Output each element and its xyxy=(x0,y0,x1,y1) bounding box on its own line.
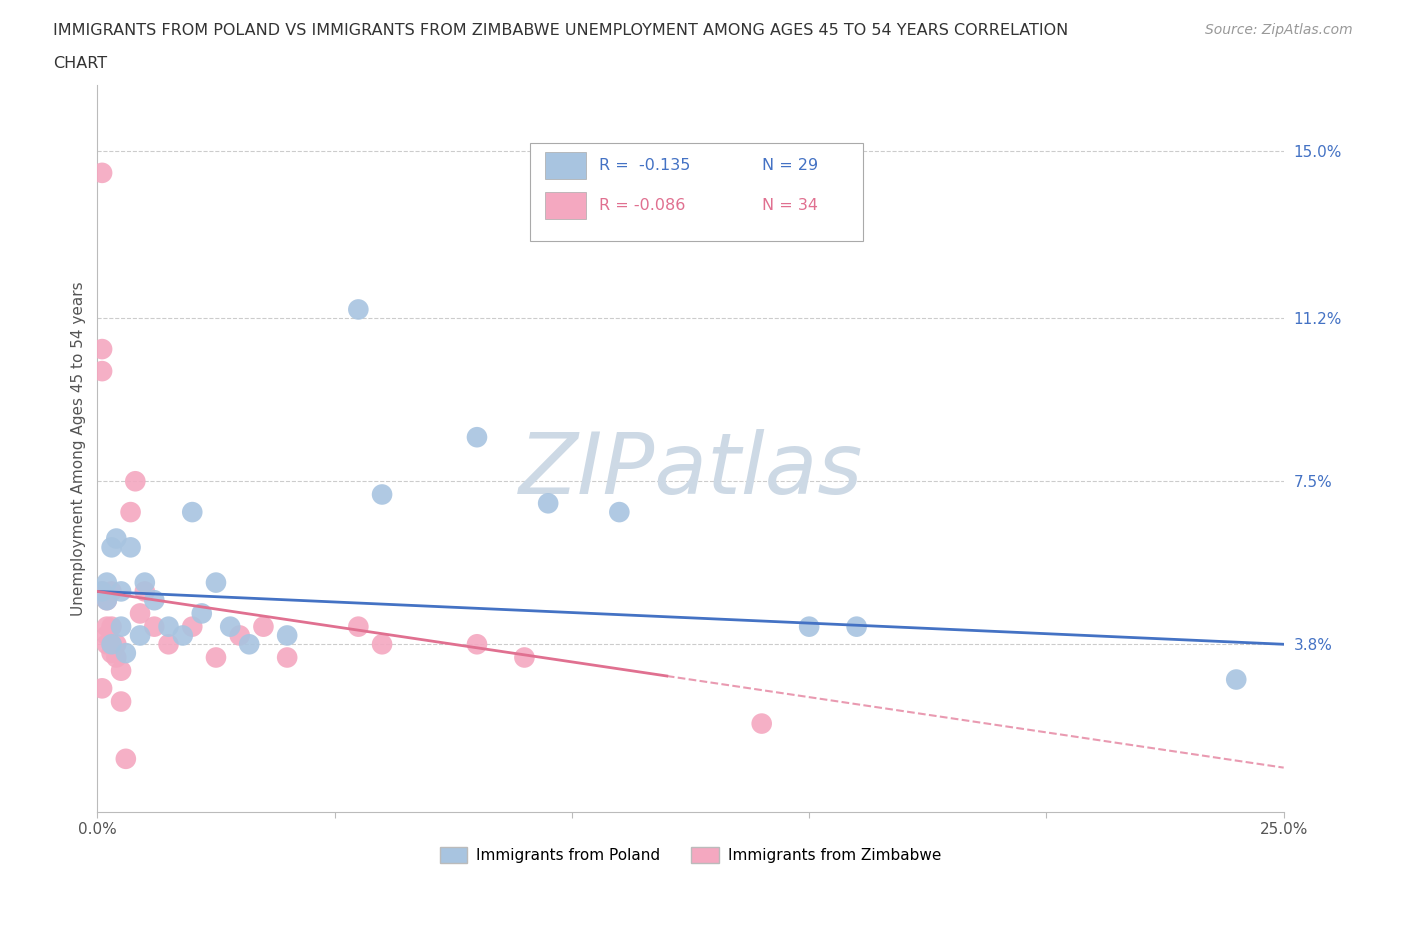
Point xyxy=(91,681,114,696)
Point xyxy=(238,637,260,652)
Point xyxy=(96,619,118,634)
Point xyxy=(91,584,114,599)
Point xyxy=(96,637,118,652)
Point xyxy=(91,341,114,356)
Point xyxy=(96,575,118,590)
Point xyxy=(143,619,166,634)
Text: R = -0.086: R = -0.086 xyxy=(599,198,686,213)
Point xyxy=(110,584,132,599)
Bar xyxy=(544,192,586,219)
Point xyxy=(100,584,122,599)
Text: N = 29: N = 29 xyxy=(762,158,818,173)
Point xyxy=(537,496,560,511)
Point xyxy=(219,619,242,634)
Text: N = 34: N = 34 xyxy=(762,198,818,213)
Point xyxy=(124,473,146,488)
Point xyxy=(607,505,630,520)
Point xyxy=(205,575,228,590)
Point xyxy=(105,637,128,652)
Point xyxy=(100,540,122,555)
Point xyxy=(120,540,142,555)
Point xyxy=(114,645,136,660)
Point xyxy=(110,619,132,634)
Text: IMMIGRANTS FROM POLAND VS IMMIGRANTS FROM ZIMBABWE UNEMPLOYMENT AMONG AGES 45 TO: IMMIGRANTS FROM POLAND VS IMMIGRANTS FRO… xyxy=(53,23,1069,38)
Point xyxy=(143,592,166,607)
Point xyxy=(120,505,142,520)
Point xyxy=(347,302,370,317)
Point xyxy=(465,430,488,445)
Point xyxy=(134,575,156,590)
Point xyxy=(91,584,114,599)
Text: R =  -0.135: R = -0.135 xyxy=(599,158,690,173)
Point xyxy=(172,628,194,643)
Point xyxy=(100,645,122,660)
Point xyxy=(228,628,250,643)
Point xyxy=(181,505,204,520)
Point xyxy=(845,619,868,634)
Point xyxy=(110,694,132,709)
Point xyxy=(114,751,136,766)
Point xyxy=(157,619,180,634)
Point xyxy=(100,637,122,652)
Bar xyxy=(544,152,586,179)
FancyBboxPatch shape xyxy=(530,143,862,241)
Text: ZIPatlas: ZIPatlas xyxy=(519,429,863,512)
Point xyxy=(110,663,132,678)
Point xyxy=(513,650,536,665)
Point xyxy=(129,628,152,643)
Point xyxy=(134,584,156,599)
Point xyxy=(91,364,114,379)
Text: Source: ZipAtlas.com: Source: ZipAtlas.com xyxy=(1205,23,1353,37)
Point xyxy=(96,592,118,607)
Point xyxy=(190,606,212,621)
Point xyxy=(96,628,118,643)
Point xyxy=(105,531,128,546)
Point xyxy=(181,619,204,634)
Point xyxy=(96,592,118,607)
Point xyxy=(347,619,370,634)
Point xyxy=(751,716,773,731)
Point xyxy=(105,650,128,665)
Legend: Immigrants from Poland, Immigrants from Zimbabwe: Immigrants from Poland, Immigrants from … xyxy=(433,842,948,870)
Point xyxy=(371,637,394,652)
Point xyxy=(205,650,228,665)
Point xyxy=(252,619,274,634)
Point xyxy=(129,606,152,621)
Point xyxy=(799,619,821,634)
Point xyxy=(91,166,114,180)
Point xyxy=(1225,672,1247,687)
Text: CHART: CHART xyxy=(53,56,107,71)
Point xyxy=(276,628,298,643)
Point xyxy=(465,637,488,652)
Point xyxy=(157,637,180,652)
Point xyxy=(371,487,394,502)
Y-axis label: Unemployment Among Ages 45 to 54 years: Unemployment Among Ages 45 to 54 years xyxy=(72,281,86,616)
Point xyxy=(100,619,122,634)
Point xyxy=(100,637,122,652)
Point xyxy=(276,650,298,665)
